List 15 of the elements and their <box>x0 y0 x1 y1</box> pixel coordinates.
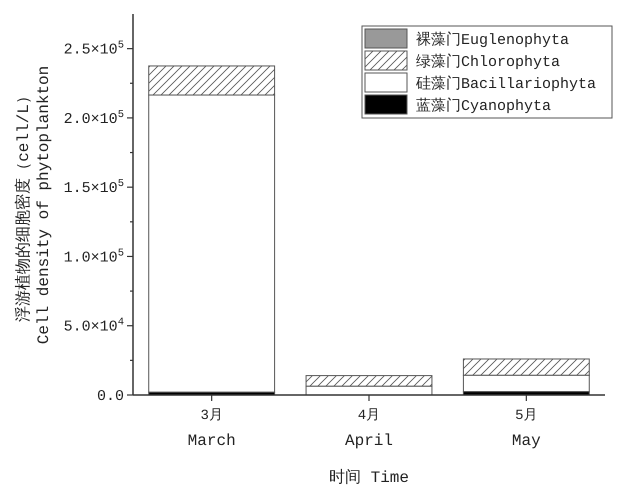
legend-label: 蓝藻门Cyanophyta <box>416 97 552 115</box>
legend-label: 绿藻门Chlorophyta <box>416 53 560 71</box>
x-tick-label: 5月 May <box>512 408 542 450</box>
y-tick-label: 1.5×10$^{5}$ <box>64 178 124 198</box>
x-tick-label: 3月 March <box>188 408 236 450</box>
legend-label: 硅藻门Bacillariophyta <box>415 75 596 93</box>
y-tick-label: 5.0×10$^{4}$ <box>64 316 124 336</box>
y-tick-label: 2.5×10$^{5}$ <box>64 40 124 59</box>
y-tick-label: 0.0 <box>96 388 124 405</box>
y-tick-label: 1.0×10$^{5}$ <box>64 247 124 266</box>
x-axis-title: 时间 Time <box>328 468 410 487</box>
y-axis-title: 浮游植物的细胞密度（cell/L） Cell density of phytoplankton <box>14 66 53 344</box>
legend-label: 裸藻门Euglenophyta <box>416 31 570 49</box>
y-tick-label: 2.0×10$^{5}$ <box>64 108 124 128</box>
x-tick-label: 4月 April <box>344 408 394 450</box>
